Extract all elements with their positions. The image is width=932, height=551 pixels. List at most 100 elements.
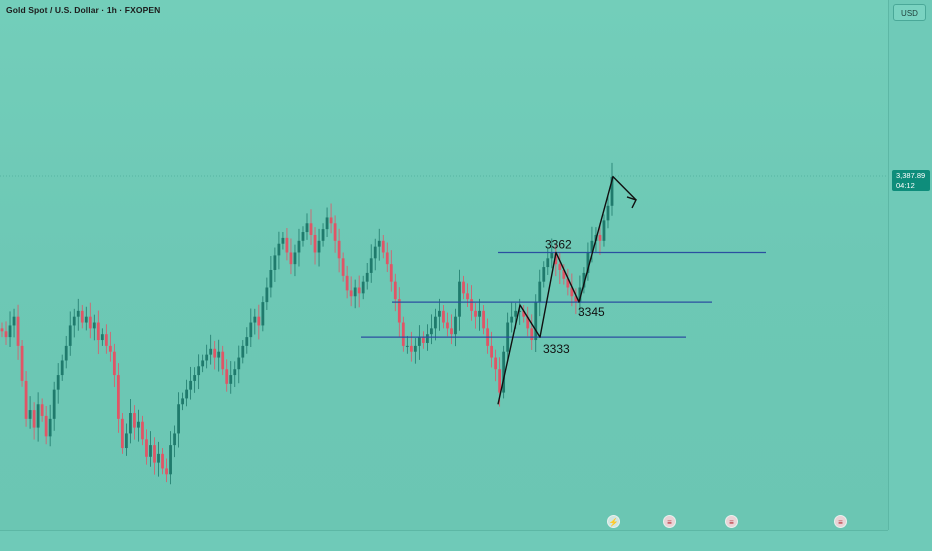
candle-body <box>293 252 297 265</box>
candle-body <box>277 243 281 256</box>
candle-body <box>514 310 518 317</box>
candle-body <box>582 272 586 288</box>
us-flag-event-icon[interactable]: ≡ <box>725 515 738 528</box>
arrow-head <box>626 196 637 209</box>
candle-body <box>389 264 393 282</box>
candle-body <box>108 345 112 352</box>
candle-body <box>574 296 578 303</box>
candle-body <box>578 287 582 303</box>
candle-body <box>349 290 353 297</box>
candle-body <box>24 380 28 419</box>
candle-body <box>434 316 437 329</box>
candle-body <box>0 328 4 332</box>
candle-body <box>197 366 201 376</box>
candle-body <box>534 302 538 341</box>
candle-body <box>345 275 349 291</box>
lightning-event-icon[interactable]: ⚡ <box>607 515 620 528</box>
candle-body <box>64 345 68 361</box>
candle-body <box>526 316 530 329</box>
candle-body <box>173 433 176 446</box>
candle-body <box>538 281 542 303</box>
candle-body <box>129 413 132 434</box>
candle-body <box>405 345 409 347</box>
candle-body <box>610 176 614 206</box>
candle-body <box>357 287 361 294</box>
candle-body <box>413 345 417 352</box>
candle-body <box>309 223 313 235</box>
candle-body <box>393 281 397 300</box>
candle-body <box>181 398 184 405</box>
bar-countdown: 04:12 <box>896 181 915 190</box>
candle-body <box>305 223 309 233</box>
candle-body <box>112 351 116 376</box>
candle-body <box>602 220 606 241</box>
candle-body <box>40 404 44 416</box>
candle-body <box>32 410 36 428</box>
candle-body <box>570 287 574 297</box>
candle-body <box>458 281 461 317</box>
candle-body <box>217 351 221 358</box>
candle-body <box>153 445 156 463</box>
candle-body <box>209 348 213 355</box>
support-resistance-lines[interactable] <box>361 251 766 338</box>
last-price-value: 3,387.89 <box>896 171 926 180</box>
candle-body <box>430 328 433 335</box>
us-flag-event-icon[interactable]: ≡ <box>834 515 847 528</box>
wave-path-drawing[interactable] <box>497 175 637 405</box>
candle-body <box>20 345 24 381</box>
candle-body <box>52 389 56 419</box>
candle-body <box>68 325 72 346</box>
candle-body <box>446 322 449 329</box>
candle-body <box>554 252 558 265</box>
symbol-title[interactable]: Gold Spot / U.S. Dollar · 1h · FXOPEN <box>6 5 161 15</box>
candle-body <box>177 404 180 434</box>
candle-body <box>116 375 120 419</box>
candle-body <box>56 375 60 390</box>
candle-body <box>84 316 88 323</box>
us-flag-event-icon[interactable]: ≡ <box>663 515 676 528</box>
candle-body <box>397 299 401 323</box>
candle-body <box>301 232 305 241</box>
candle-body <box>92 322 96 329</box>
price-axis[interactable] <box>888 0 932 530</box>
candle-body <box>590 240 594 253</box>
candle-body <box>470 299 473 311</box>
time-axis[interactable] <box>0 530 888 551</box>
candle-body <box>421 337 425 343</box>
candle-body <box>4 331 8 338</box>
candle-body <box>321 229 325 241</box>
candle-body <box>88 316 92 329</box>
candle-body <box>333 223 337 241</box>
candle-body <box>546 258 550 268</box>
candle-body <box>189 380 193 390</box>
candle-body <box>425 334 429 343</box>
currency-button[interactable]: USD <box>893 4 926 21</box>
candle-body <box>450 328 453 335</box>
candle-body <box>161 453 164 469</box>
candle-body <box>361 281 365 294</box>
candle-body <box>96 322 100 341</box>
candle-body <box>44 415 48 437</box>
candle-body <box>297 240 301 253</box>
candle-body <box>285 237 289 253</box>
candle-body <box>28 410 32 419</box>
candle-body <box>313 234 317 253</box>
candle-body <box>60 360 64 376</box>
candle-body <box>562 269 566 279</box>
candle-body <box>325 217 329 230</box>
candle-body <box>566 278 570 288</box>
candle-body <box>442 310 445 323</box>
candle-body <box>409 345 413 352</box>
candle-body <box>353 287 357 297</box>
candle-body <box>454 316 457 335</box>
chart-plot-area[interactable] <box>0 0 888 530</box>
candle-body <box>381 240 385 253</box>
candle-body <box>385 252 389 265</box>
candle-body <box>558 264 562 270</box>
candle-body <box>550 252 554 259</box>
candle-body <box>281 237 285 244</box>
candle-body <box>125 433 128 449</box>
candle-body <box>369 258 373 273</box>
candle-body <box>329 217 333 224</box>
